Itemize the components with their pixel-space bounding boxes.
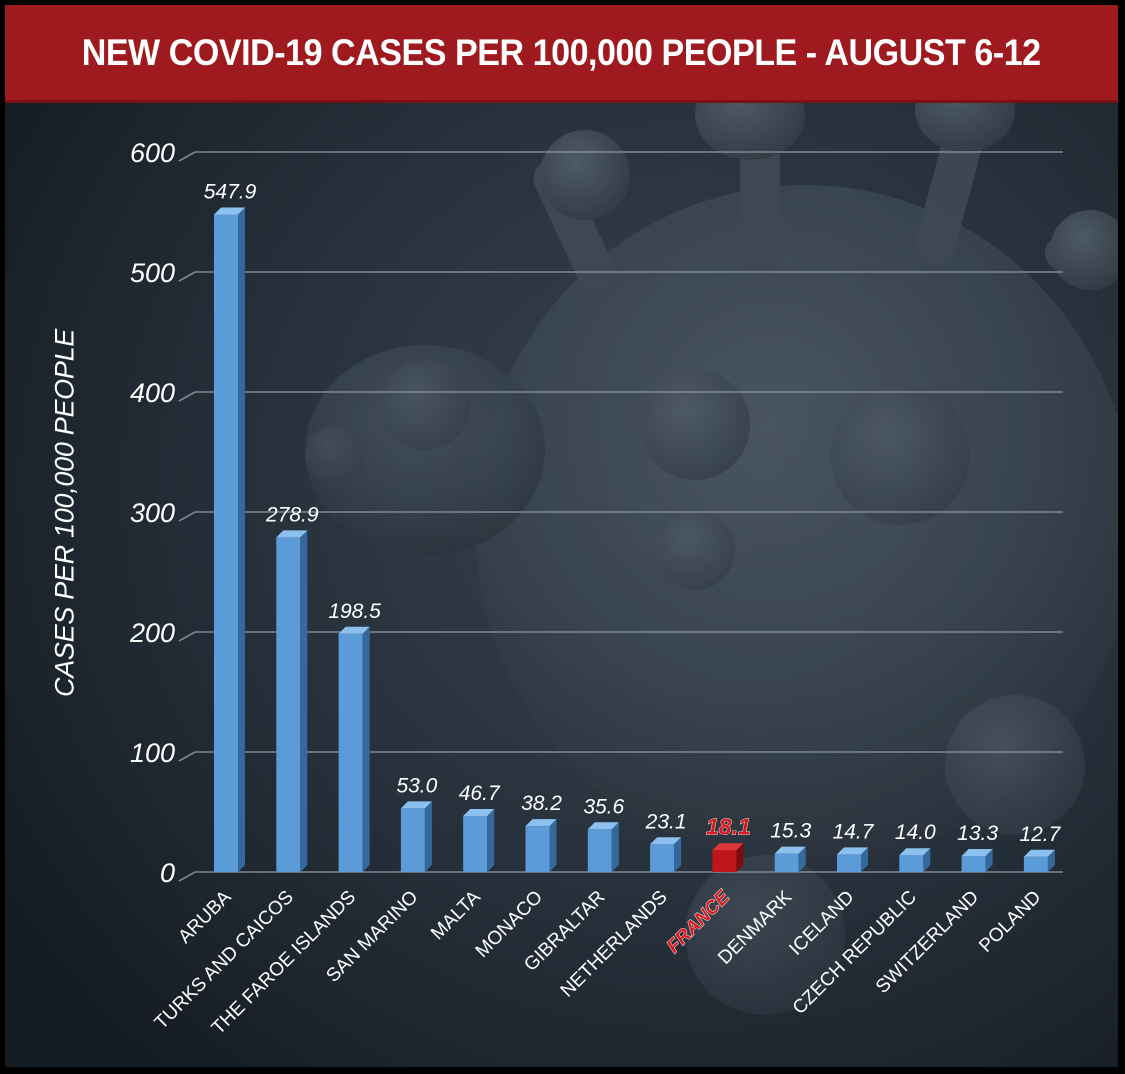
chart-frame: NEW COVID-19 CASES PER 100,000 PEOPLE - … bbox=[5, 5, 1118, 1067]
bar-top-gibraltar bbox=[587, 822, 619, 830]
y-tick-label-100: 100 bbox=[130, 738, 175, 768]
category-label-netherlands: NETHERLANDS bbox=[557, 887, 672, 1002]
value-label-monaco: 38.2 bbox=[521, 792, 562, 815]
gridline-tick-300 bbox=[178, 511, 196, 522]
bar-netherlands bbox=[650, 837, 682, 872]
bar-front-monaco bbox=[525, 826, 550, 872]
bar-front-turks-and-caicos bbox=[276, 537, 301, 872]
value-label-iceland: 14.7 bbox=[833, 820, 875, 843]
bar-side-switzerland bbox=[985, 849, 993, 872]
category-label-malta: MALTA bbox=[427, 886, 485, 944]
y-tick-label-300: 300 bbox=[130, 498, 175, 528]
bar-front-aruba bbox=[214, 214, 238, 872]
bar-top-poland bbox=[1023, 849, 1055, 857]
bar-aruba bbox=[214, 207, 245, 872]
value-label-switzerland: 13.3 bbox=[957, 822, 998, 845]
category-label-poland: POLAND bbox=[975, 887, 1045, 957]
value-label-netherlands: 23.1 bbox=[645, 810, 687, 833]
bar-side-czech-republic bbox=[923, 848, 931, 872]
bar-top-malta bbox=[463, 808, 495, 816]
value-label-czech-republic: 14.0 bbox=[895, 821, 936, 844]
bar-switzerland bbox=[961, 849, 993, 872]
value-label-the-faroe-islands: 198.5 bbox=[328, 600, 381, 623]
bar-side-gibraltar bbox=[611, 822, 619, 872]
bar-top-turks-and-caicos bbox=[276, 530, 308, 538]
bar-front-the-faroe-islands bbox=[338, 633, 363, 872]
bar-top-france bbox=[712, 843, 744, 851]
y-tick-label-400: 400 bbox=[130, 378, 175, 408]
chart-title: NEW COVID-19 CASES PER 100,000 PEOPLE - … bbox=[82, 31, 1041, 73]
bar-gibraltar bbox=[587, 822, 619, 872]
y-tick-label-0: 0 bbox=[160, 858, 175, 888]
bar-top-switzerland bbox=[961, 849, 993, 857]
bar-top-czech-republic bbox=[899, 848, 931, 856]
bar-front-poland bbox=[1023, 856, 1048, 872]
value-label-denmark: 15.3 bbox=[770, 820, 811, 843]
y-axis-ticks: 0 100 200 300 400 500 600 bbox=[129, 138, 175, 888]
bar-monaco bbox=[525, 819, 557, 872]
bar-poland bbox=[1023, 849, 1055, 872]
bar-chart: 0 100 200 300 400 500 600 547.9 278.9 198.5 53.0 4… bbox=[129, 138, 1063, 1039]
bar-side-malta bbox=[487, 808, 495, 872]
value-label-aruba: 547.9 bbox=[204, 181, 257, 204]
y-tick-label-600: 600 bbox=[130, 138, 175, 168]
bar-front-malta bbox=[463, 815, 488, 872]
y-tick-label-500: 500 bbox=[130, 258, 175, 288]
value-label-poland: 12.7 bbox=[1019, 823, 1061, 846]
bar-front-san-marino bbox=[400, 808, 425, 872]
bar-front-france bbox=[712, 850, 737, 872]
bar-top-aruba bbox=[214, 207, 245, 215]
y-tick-label-200: 200 bbox=[129, 618, 175, 648]
bar-france bbox=[712, 843, 744, 872]
bar-front-czech-republic bbox=[899, 855, 924, 872]
bar-side-france bbox=[736, 843, 744, 872]
bar-side-poland bbox=[1047, 849, 1055, 872]
bar-top-netherlands bbox=[650, 837, 682, 845]
gridline-tick-500 bbox=[178, 271, 196, 282]
value-label-malta: 46.7 bbox=[459, 782, 501, 805]
gridline-tick-400 bbox=[178, 391, 196, 402]
gridline-tick-100 bbox=[178, 751, 196, 762]
value-label-san-marino: 53.0 bbox=[396, 774, 437, 797]
bar-side-turks-and-caicos bbox=[300, 530, 308, 872]
bar-top-san-marino bbox=[400, 801, 432, 809]
value-label-turks-and-caicos: 278.9 bbox=[265, 503, 319, 526]
bar-malta bbox=[463, 808, 495, 872]
bars bbox=[214, 207, 1055, 872]
title-bar: NEW COVID-19 CASES PER 100,000 PEOPLE - … bbox=[5, 5, 1118, 103]
bar-front-denmark bbox=[774, 853, 799, 872]
bar-iceland bbox=[837, 847, 868, 872]
bar-front-switzerland bbox=[961, 856, 986, 872]
value-labels: 547.9 278.9 198.5 53.0 46.7 38.2 35.6 23.1 18.1 1… bbox=[204, 181, 1062, 846]
bar-side-the-faroe-islands bbox=[362, 626, 370, 872]
bar-top-monaco bbox=[525, 819, 557, 827]
bar-top-denmark bbox=[774, 846, 806, 854]
bar-side-netherlands bbox=[674, 837, 682, 872]
bar-side-aruba bbox=[238, 207, 245, 872]
bar-the-faroe-islands bbox=[338, 626, 370, 872]
bar-front-iceland bbox=[837, 854, 861, 872]
bar-side-iceland bbox=[861, 847, 868, 872]
bar-front-netherlands bbox=[650, 844, 675, 872]
bar-czech-republic bbox=[899, 848, 931, 872]
bar-side-monaco bbox=[549, 819, 557, 872]
bar-top-iceland bbox=[837, 847, 868, 855]
bar-side-denmark bbox=[798, 846, 806, 872]
bar-denmark bbox=[774, 846, 806, 872]
value-label-gibraltar: 35.6 bbox=[583, 795, 624, 818]
bar-turks-and-caicos bbox=[276, 530, 308, 872]
gridline-tick-200 bbox=[178, 631, 196, 642]
bar-top-the-faroe-islands bbox=[338, 626, 370, 634]
gridline-tick-0 bbox=[178, 871, 196, 882]
gridline-tick-600 bbox=[178, 151, 196, 162]
bar-front-gibraltar bbox=[587, 829, 612, 872]
value-label-france: 18.1 bbox=[706, 813, 751, 839]
virus-background-art bbox=[5, 5, 1118, 1067]
bar-san-marino bbox=[400, 801, 432, 872]
category-label-aruba: ARUBA bbox=[174, 886, 235, 947]
bar-side-san-marino bbox=[424, 801, 432, 872]
